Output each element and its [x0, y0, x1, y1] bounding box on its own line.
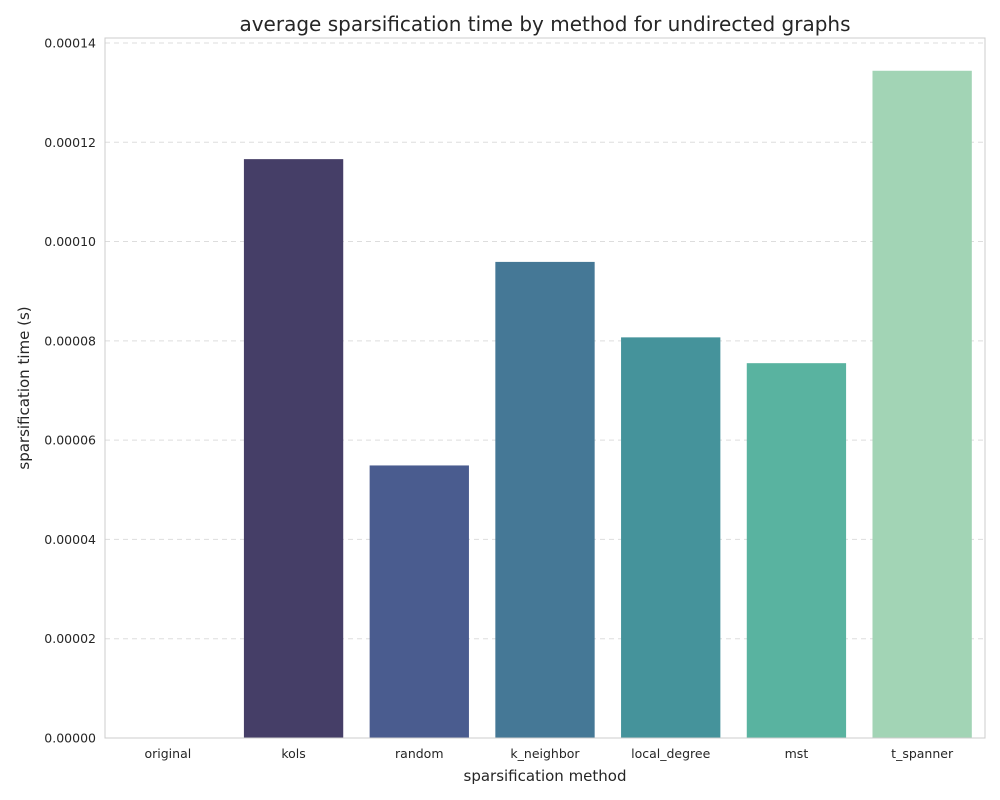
y-axis-label: sparsification time (s) — [15, 306, 33, 469]
plot-frame — [104, 37, 986, 739]
y-tick-label: 0.00006 — [44, 433, 96, 448]
x-tick-label: random — [395, 746, 443, 761]
bar-random — [369, 465, 469, 738]
y-tick-label: 0.00014 — [44, 35, 96, 50]
x-tick-label: kols — [281, 746, 305, 761]
y-tick-labels: 0.00000 0.00002 0.00004 0.00006 0.00008 0.000… — [44, 35, 96, 745]
y-tick-label: 0.00004 — [44, 532, 96, 547]
chart-title: average sparsification time by method fo… — [239, 12, 850, 36]
bars — [243, 70, 972, 738]
x-tick-labels: original kols random k_neighbor local_degree… — [144, 746, 953, 761]
x-tick-label: local_degree — [631, 746, 710, 761]
x-tick-label: mst — [785, 746, 809, 761]
y-tick-label: 0.00010 — [44, 234, 96, 249]
bar-t_spanner — [872, 70, 972, 738]
x-tick-label: original — [144, 746, 191, 761]
x-tick-label: t_spanner — [891, 746, 954, 761]
bar-kols — [243, 159, 344, 738]
bar-k_neighbor — [495, 261, 595, 738]
x-tick-label: k_neighbor — [510, 746, 580, 761]
x-axis-label: sparsification method — [464, 767, 627, 785]
bar-mst — [746, 363, 847, 738]
y-tick-label: 0.00000 — [44, 731, 96, 746]
y-tick-label: 0.00002 — [44, 631, 96, 646]
bar-local_degree — [621, 337, 721, 738]
y-tick-label: 0.00012 — [44, 135, 96, 150]
y-tick-label: 0.00008 — [44, 333, 96, 348]
